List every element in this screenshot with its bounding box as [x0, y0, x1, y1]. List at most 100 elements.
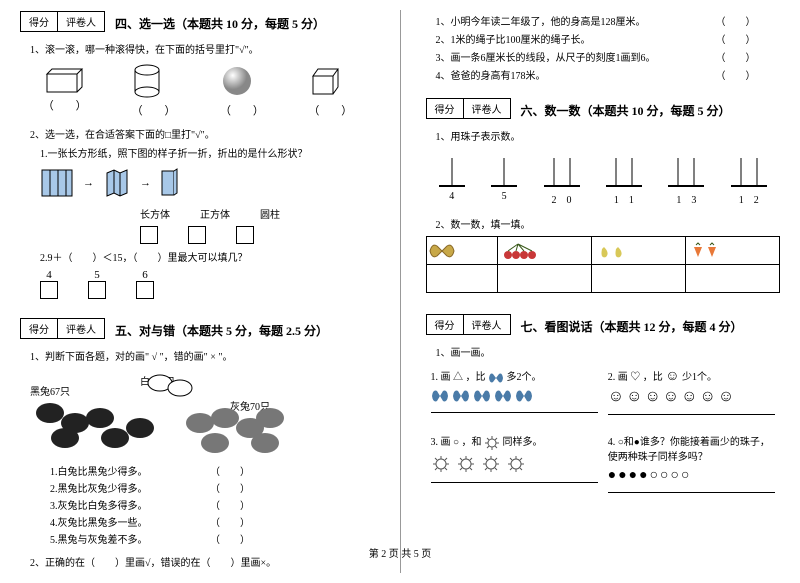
score-label: 得分 — [427, 315, 464, 334]
answer-line — [608, 414, 775, 415]
fold-3-icon — [159, 168, 179, 198]
gear-icon — [481, 454, 501, 474]
paren-1: （ ） — [42, 97, 87, 113]
butterfly-icon — [515, 388, 533, 404]
page-footer: 第 2 页 共 5 页 — [0, 545, 800, 560]
score-label: 得分 — [21, 319, 58, 338]
answer-box — [140, 226, 158, 244]
cuboid-shape: （ ） — [42, 64, 87, 118]
abacus-6: 1 2 — [729, 153, 769, 206]
answer-line — [431, 412, 598, 413]
fold-options: 长方体 正方体 圆柱 — [140, 206, 375, 221]
rtf-3: 3、画一条6厘米长的线段，从尺子的刻度1画到6。 （ ） — [436, 49, 756, 64]
empty-cell — [426, 265, 497, 293]
tf-item-3: 3.灰兔比白兔多得多。（ ） — [50, 497, 250, 512]
draw-cell-3: 3. 画 ○ ，和 同样多。 — [426, 428, 603, 506]
rtf-4: 4、爸爸的身高有178米。 （ ） — [436, 67, 756, 82]
cube-shape: （ ） — [308, 64, 352, 118]
abacus-4: 1 1 — [604, 153, 644, 206]
tf-item-1: 1.白兔比黑兔少得多。（ ） — [50, 463, 250, 478]
arrow-icon: → — [83, 177, 94, 189]
answer-line — [608, 492, 775, 493]
draw-text: 少1个。 — [682, 372, 717, 383]
rtf-text: 4、爸爸的身高有178米。 — [436, 67, 546, 82]
beads-row: ●●●●○○○○ — [608, 468, 775, 484]
answer-box — [136, 281, 154, 299]
face-icon: ☺ — [644, 388, 660, 406]
abacus-num: 4 — [437, 191, 467, 202]
cell-pears — [591, 237, 685, 265]
arrow-icon-2: → — [140, 177, 151, 189]
rtf-1: 1、小明今年读二年级了，他的身高是128厘米。（ ） — [436, 13, 756, 28]
rtf-paren: （ ） — [716, 67, 756, 82]
face-icon: ☺ — [699, 388, 715, 406]
paren-3: （ ） — [220, 102, 264, 118]
butterfly-icon — [488, 371, 504, 385]
shapes-row: （ ） （ ） （ ） （ ） — [20, 64, 375, 118]
rtf-text: 3、画一条6厘米长的线段，从尺子的刻度1画到6。 — [436, 49, 656, 64]
butterfly-icon — [452, 388, 470, 404]
score-box-5: 得分 评卷人 — [20, 318, 105, 339]
score-label: 得分 — [21, 12, 58, 31]
score-box-7: 得分 评卷人 — [426, 314, 511, 335]
q4-2-1-text: 1.一张长方形纸，照下图的样子折一折，折出的是什么形状？ — [40, 145, 375, 160]
q4-2-2-text: 2.9＋（ ）＜15，（ ）里最大可以填几？ — [40, 249, 375, 264]
butterfly-icon — [494, 388, 512, 404]
tf-item-4: 4.灰兔比黑兔多一些。 （ ） — [50, 514, 250, 529]
score-box-4: 得分 评卷人 — [20, 11, 105, 32]
answer-box — [88, 281, 106, 299]
rtf-paren: （ ） — [716, 49, 756, 64]
score-box-6: 得分 评卷人 — [426, 98, 511, 119]
empty-cell — [497, 265, 591, 293]
abacus-row: 4 5 2 0 1 1 1 3 1 2 — [426, 153, 781, 206]
abacus-1: 4 — [437, 153, 467, 206]
face-icon: ☺ — [608, 388, 624, 406]
rtf-text: 2、1米的绳子比100厘米的绳子长。 — [436, 31, 591, 46]
paren-2: （ ） — [132, 102, 176, 118]
gear-icon — [506, 454, 526, 474]
face-icon: ☺ — [626, 388, 642, 406]
section-6-title: 六、数一数（本题共 10 分，每题 5 分） — [521, 102, 731, 119]
q6-1-text: 1、用珠子表示数。 — [436, 128, 781, 143]
tf-paren: （ ） — [210, 497, 250, 512]
rabbits-svg — [20, 368, 310, 458]
q4-2-text: 2、选一选，在合适答案下面的□里打"√"。 — [30, 126, 375, 141]
column-divider — [400, 10, 401, 573]
reviewer-label: 评卷人 — [464, 315, 510, 334]
section-4-title: 四、选一选（本题共 10 分，每题 5 分） — [115, 15, 325, 32]
draw-text: 4. ○和●谁多？你能接着画少的珠子，使两种珠子同样多吗？ — [608, 433, 775, 463]
num-5: 5 — [88, 269, 106, 281]
paren-4: （ ） — [308, 102, 352, 118]
rtf-paren: （ ） — [716, 31, 756, 46]
tf-paren: （ ） — [210, 463, 250, 478]
abacus-num: 1 3 — [666, 191, 706, 206]
rtf-paren: （ ） — [716, 13, 756, 28]
gear-icon — [431, 454, 451, 474]
right-column: 1、小明今年读二年级了，他的身高是128厘米。（ ） 2、1米的绳子比100厘米… — [426, 10, 781, 573]
face-icon: ☺ — [663, 388, 679, 406]
opt-cube: 正方体 — [200, 206, 230, 221]
cell-cherries — [497, 237, 591, 265]
draw-grid: 1. 画 △ ，比 多2个。 2. 画 ♡ ，比 ☺ 少1个。 ☺☺☺☺☺☺☺ … — [426, 363, 781, 506]
count-table — [426, 236, 781, 293]
butterflies-row — [431, 388, 598, 404]
face-icon: ☺ — [681, 388, 697, 406]
tf-text: 4.灰兔比黑兔多一些。 — [50, 514, 148, 529]
face-icon: ☺ — [665, 369, 679, 384]
tf-paren: （ ） — [210, 514, 250, 529]
answer-box — [40, 281, 58, 299]
q6-2-text: 2、数一数，填一填。 — [436, 216, 781, 231]
answer-box — [188, 226, 206, 244]
draw-cell-1: 1. 画 △ ，比 多2个。 — [426, 363, 603, 428]
fold-2-icon — [102, 168, 132, 198]
draw-text: 多2个。 — [507, 372, 542, 383]
abacus-num: 5 — [489, 191, 519, 202]
gear-icon — [484, 435, 500, 451]
abacus-5: 1 3 — [666, 153, 706, 206]
draw-text: 2. 画 ♡ ，比 — [608, 372, 663, 383]
empty-cell — [591, 265, 685, 293]
fold-row: → → — [40, 168, 355, 198]
fold-1-icon — [40, 168, 75, 198]
answer-box — [236, 226, 254, 244]
right-tf-list: 1、小明今年读二年级了，他的身高是128厘米。（ ） 2、1米的绳子比100厘米… — [436, 13, 781, 82]
